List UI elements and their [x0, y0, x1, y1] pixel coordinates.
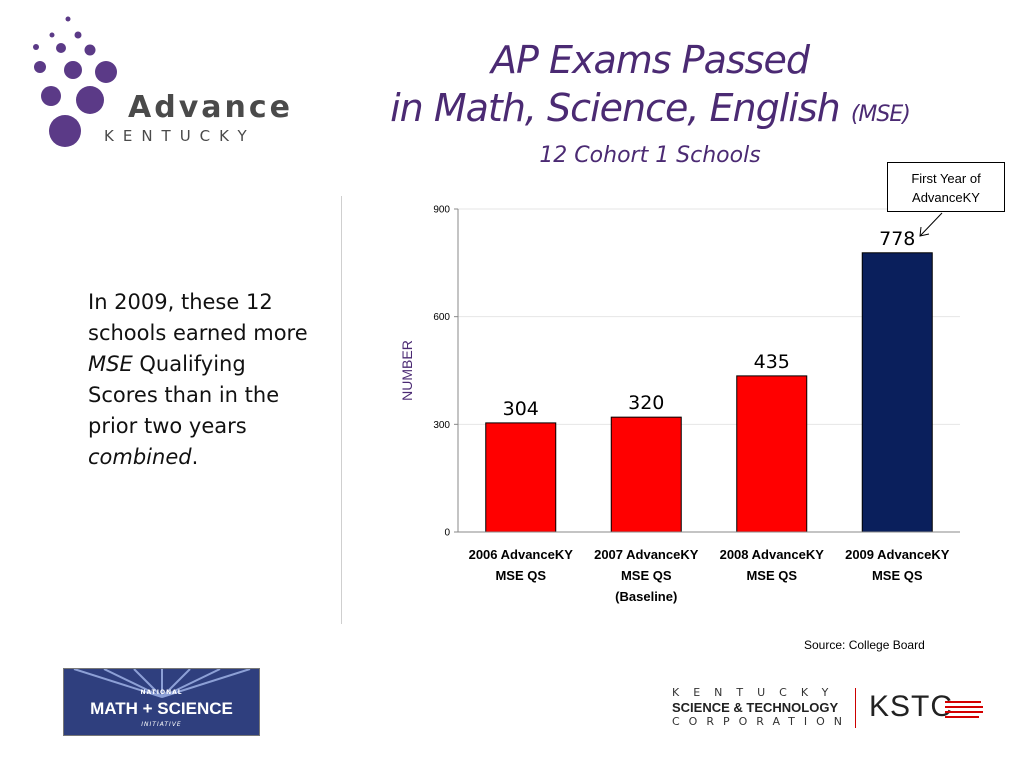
title-line-1: AP Exams Passed [491, 38, 810, 82]
bar [610, 416, 682, 533]
kstc-logo-text: KSTC [869, 690, 954, 723]
y-tick-label: 900 [433, 205, 450, 216]
kstc-swoosh-icon [945, 701, 983, 718]
x-category-label: MSE QS [495, 568, 546, 583]
nmsi-sunburst-icon [73, 669, 251, 698]
callout-arrow [919, 212, 943, 237]
kstc-top-text: KENTUCKY [672, 686, 843, 699]
y-tick-label: 600 [433, 312, 450, 323]
logo-subtitle: KENTUCKY [104, 127, 256, 145]
nmsi-logo: NATIONAL MATH + SCIENCE INITIATIVE [63, 668, 260, 736]
title-line-2-text: in Math, Science, English [390, 86, 841, 130]
source-note: Source: College Board [804, 638, 925, 652]
nmsi-main-text: MATH + SCIENCE [90, 699, 233, 718]
callout-line-1: First Year of [911, 171, 981, 186]
callout-line-2: AdvanceKY [912, 190, 980, 205]
summary-part-2: Qualifying Scores than in the prior two … [88, 352, 280, 438]
kstc-bottom-text: CORPORATION [672, 715, 851, 728]
x-category-label: MSE QS [872, 568, 923, 583]
x-category-label: 2006 AdvanceKY [469, 547, 574, 562]
callout-box: First Year of AdvanceKY [887, 162, 1005, 212]
page-title: AP Exams Passed in Math, Science, Englis… [330, 36, 970, 139]
summary-em-2: combined [88, 445, 192, 469]
bar-chart: 304 320 435 778 0 300 600 900 NUMBER 2006 Advanc… [399, 205, 960, 604]
summary-text: In 2009, these 12 schools earned more MS… [88, 287, 308, 473]
y-tick-label: 300 [433, 420, 450, 431]
vertical-divider [341, 196, 342, 624]
x-category-label: MSE QS [621, 568, 672, 583]
data-label: 320 [628, 392, 664, 414]
nmsi-top-text: NATIONAL [140, 689, 183, 696]
data-label: 435 [754, 351, 790, 373]
title-line-2: in Math, Science, English (MSE) [330, 84, 970, 139]
y-axis-label: NUMBER [399, 340, 415, 401]
nmsi-bottom-text: INITIATIVE [141, 721, 182, 728]
summary-part-1: In 2009, these 12 schools earned more [88, 290, 308, 345]
page-subtitle: 12 Cohort 1 Schools [539, 143, 761, 168]
title-suffix: (MSE) [850, 102, 911, 127]
bar [485, 422, 557, 533]
data-label: 304 [503, 398, 539, 420]
x-category-label: 2009 AdvanceKY [845, 547, 950, 562]
data-label: 778 [879, 228, 915, 250]
x-category-label: MSE QS [746, 568, 797, 583]
advance-kentucky-logo-dots [33, 16, 117, 147]
y-tick-label: 0 [444, 528, 450, 539]
kstc-divider [855, 688, 856, 728]
summary-part-3: . [191, 445, 199, 469]
bar [861, 252, 933, 533]
x-category-label: 2007 AdvanceKY [594, 547, 699, 562]
x-category-label: (Baseline) [615, 589, 677, 604]
summary-em-1: MSE [88, 352, 133, 376]
kstc-mid-text: SCIENCE & TECHNOLOGY [672, 700, 839, 715]
logo-wordmark: Advance [128, 90, 293, 125]
x-category-label: 2008 AdvanceKY [720, 547, 825, 562]
bar [736, 375, 808, 533]
